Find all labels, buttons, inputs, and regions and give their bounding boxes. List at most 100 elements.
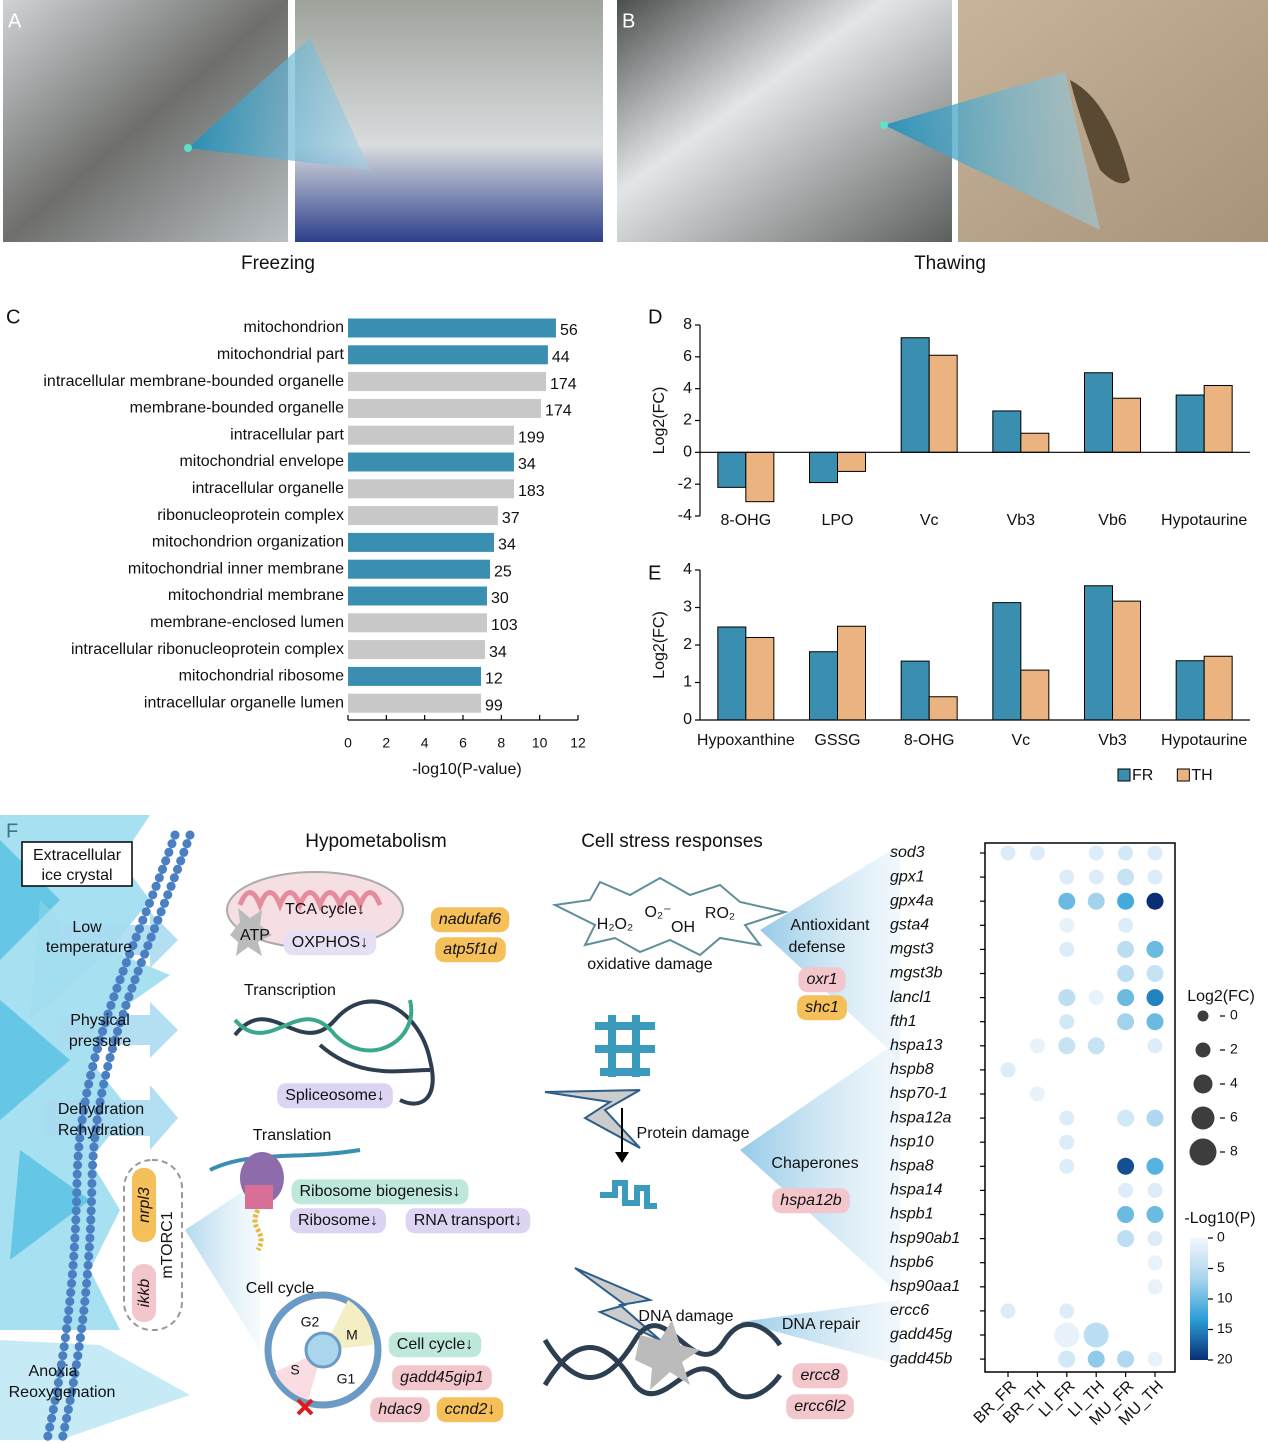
bar xyxy=(348,372,546,392)
dot xyxy=(1059,1110,1075,1126)
dot xyxy=(1059,917,1075,933)
gene-label: mgst3b xyxy=(890,965,943,982)
label: Physical xyxy=(70,1012,130,1029)
phase-label: G2 xyxy=(301,1314,320,1330)
y-tick-label: -2 xyxy=(678,475,692,492)
dot xyxy=(1059,1303,1075,1319)
dot xyxy=(1117,940,1135,958)
spot xyxy=(880,121,888,129)
term: RNA transport↓ xyxy=(414,1212,522,1229)
legend-tick-label: 6 xyxy=(1230,1109,1238,1125)
y-tick-label: 6 xyxy=(683,348,692,365)
dot xyxy=(1083,1322,1109,1348)
legend-tick-label: 15 xyxy=(1217,1320,1233,1336)
dot xyxy=(1059,1158,1075,1174)
legend-label: FR xyxy=(1132,767,1153,784)
caption: Thawing xyxy=(914,253,986,274)
legend-label: TH xyxy=(1191,767,1212,784)
count-label: 103 xyxy=(491,617,518,634)
label: Protein damage xyxy=(637,1125,750,1142)
atp-burst xyxy=(230,908,272,956)
dot xyxy=(1000,1062,1016,1078)
dot xyxy=(1058,892,1076,910)
pill xyxy=(405,1208,531,1234)
bar xyxy=(1112,600,1141,721)
bar xyxy=(928,354,958,453)
label: DNA repair xyxy=(782,1316,861,1333)
size-key xyxy=(1191,1106,1215,1130)
membrane xyxy=(42,830,180,1443)
gene-label: gpx4a xyxy=(890,892,934,909)
panel-label: B xyxy=(622,10,635,32)
dot xyxy=(1118,1182,1134,1198)
bar xyxy=(900,337,930,453)
dot xyxy=(1147,1182,1163,1198)
bar xyxy=(900,660,930,721)
category-label: intracellular part xyxy=(230,426,344,443)
bar xyxy=(837,451,866,472)
category-label: mitochondrial part xyxy=(217,346,345,363)
bar xyxy=(1084,372,1113,453)
gene: atp5f1d xyxy=(443,941,497,958)
dna-helix xyxy=(233,999,435,1106)
grouped-bar-chart: Hypoxanthine GSSG 8-OHG Vc Vb3 Hypotaurine 0 1 2… xyxy=(651,561,1250,784)
count-label: 30 xyxy=(491,590,509,607)
dot xyxy=(1087,1350,1105,1368)
y-tick-label: -4 xyxy=(678,507,692,524)
dot xyxy=(1088,845,1104,861)
membrane xyxy=(57,830,195,1443)
bar xyxy=(1203,655,1233,721)
legend-title: Log2(FC) xyxy=(1187,988,1255,1005)
photos xyxy=(3,0,1268,242)
arrow-head xyxy=(615,1152,629,1163)
y-axis-label: Log2(FC) xyxy=(651,387,668,455)
bar xyxy=(348,345,548,365)
pill xyxy=(291,1179,469,1205)
dot xyxy=(1088,990,1104,1006)
category-label: intracellular organelle lumen xyxy=(144,694,344,711)
dot xyxy=(1059,1014,1075,1030)
nucleus xyxy=(304,1331,342,1369)
x-tick-label: 8 xyxy=(497,735,505,751)
gene: gadd45gip1 xyxy=(400,1369,484,1386)
dot xyxy=(1147,1038,1163,1054)
panel-label: C xyxy=(6,306,20,328)
category-label: mitochondrial ribosome xyxy=(179,668,345,685)
pill xyxy=(436,1397,504,1423)
gene: ercc6l2 xyxy=(794,1398,846,1415)
legend-tick-label: 8 xyxy=(1230,1143,1238,1159)
label: Anoxia xyxy=(29,1363,78,1380)
category-label: intracellular membrane-bounded organelle xyxy=(43,373,344,390)
dot xyxy=(1117,892,1135,910)
gene-label: hsp90ab1 xyxy=(890,1230,960,1247)
gene-label: ercc6 xyxy=(890,1302,929,1319)
y-tick-label: 8 xyxy=(683,316,692,333)
dot xyxy=(1146,1109,1164,1127)
x-tick-label: Hypotaurine xyxy=(1161,512,1247,529)
label: Low xyxy=(72,919,102,936)
dot xyxy=(1118,917,1134,933)
dot xyxy=(1058,1350,1076,1368)
panel-label: D xyxy=(648,306,662,328)
y-tick-label: 2 xyxy=(683,412,692,429)
gene-pill xyxy=(132,1168,156,1242)
label: pressure xyxy=(69,1033,131,1050)
dot xyxy=(1147,869,1163,885)
bar xyxy=(348,479,514,499)
x-tick-label: Vb3 xyxy=(1007,512,1036,529)
mrna xyxy=(209,1148,361,1172)
worm xyxy=(1070,80,1130,184)
label: defense xyxy=(789,939,846,956)
legend-tick-label: 2 xyxy=(1230,1041,1238,1057)
count-label: 34 xyxy=(498,537,516,554)
pill xyxy=(798,967,846,993)
dot xyxy=(1088,869,1104,885)
bar xyxy=(348,506,498,526)
ribosome xyxy=(245,1185,273,1209)
section-title: Cell stress responses xyxy=(581,831,763,852)
x-tick-label: GSSG xyxy=(814,732,860,749)
dot xyxy=(1117,965,1135,982)
gene-label: hspa13 xyxy=(890,1037,943,1054)
y-tick-label: 2 xyxy=(683,636,692,653)
size-key xyxy=(1197,1010,1209,1022)
